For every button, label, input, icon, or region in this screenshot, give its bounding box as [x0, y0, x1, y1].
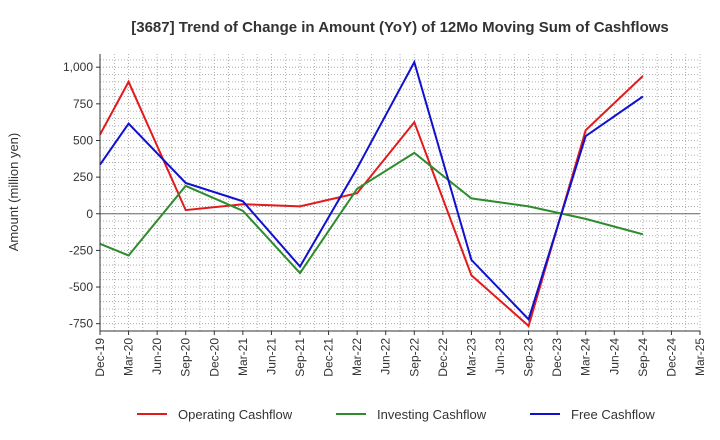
x-tick-label: Jun-20: [150, 338, 164, 375]
y-tick-label: -500: [69, 280, 93, 294]
y-tick-labels: -750 -500 -250 0 250 500 750 1,000: [63, 60, 100, 331]
x-tick-label: Jun-21: [264, 338, 278, 375]
x-tick-label: Sep-24: [636, 338, 650, 377]
y-tick-label: 1,000: [63, 60, 93, 74]
axes: [99, 54, 700, 332]
x-tick-label: Dec-23: [550, 338, 564, 377]
y-tick-label: -750: [69, 317, 93, 331]
x-tick-label: Sep-23: [522, 338, 536, 377]
grid-lines: [99, 54, 701, 331]
free-cashflow-line: [99, 59, 644, 322]
y-tick-label: 250: [73, 170, 93, 184]
x-tick-label: Sep-21: [293, 338, 307, 377]
x-tick-label: Mar-24: [579, 338, 593, 376]
x-tick-label: Mar-20: [122, 338, 136, 376]
x-tick-label: Jun-24: [607, 338, 621, 375]
investing-cashflow-line: [99, 151, 644, 275]
y-tick-label: 500: [73, 133, 93, 147]
data-series: [99, 59, 644, 328]
y-tick-label: -250: [69, 243, 93, 257]
legend-label-operating-cashflow: Operating Cashflow: [178, 407, 293, 422]
x-tick-label: Dec-21: [322, 338, 336, 377]
x-tick-label: Jun-23: [493, 338, 507, 375]
x-tick-labels: Dec-19 Mar-20 Jun-20 Sep-20 Dec-20 Mar-21 Jun-…: [93, 331, 707, 377]
x-tick-label: Sep-20: [179, 338, 193, 377]
x-tick-label: Mar-21: [236, 338, 250, 376]
legend-label-investing-cashflow: Investing Cashflow: [377, 407, 487, 422]
y-axis-label: Amount (million yen): [6, 133, 21, 252]
x-tick-label: Sep-22: [407, 338, 421, 377]
y-tick-label: 750: [73, 97, 93, 111]
x-tick-label: Dec-20: [207, 338, 221, 377]
x-tick-label: Dec-22: [436, 338, 450, 377]
x-tick-label: Jun-22: [379, 338, 393, 375]
x-tick-label: Dec-24: [664, 338, 678, 377]
x-tick-label: Mar-22: [350, 338, 364, 376]
x-tick-label: Mar-25: [693, 338, 707, 376]
chart-title: [3687] Trend of Change in Amount (YoY) o…: [131, 19, 669, 36]
x-tick-label: Mar-23: [464, 338, 478, 376]
y-tick-label: 0: [86, 207, 93, 221]
legend-label-free-cashflow: Free Cashflow: [571, 407, 655, 422]
x-tick-label: Dec-19: [93, 338, 107, 377]
legend: Operating Cashflow Investing Cashflow Free…: [137, 407, 655, 422]
